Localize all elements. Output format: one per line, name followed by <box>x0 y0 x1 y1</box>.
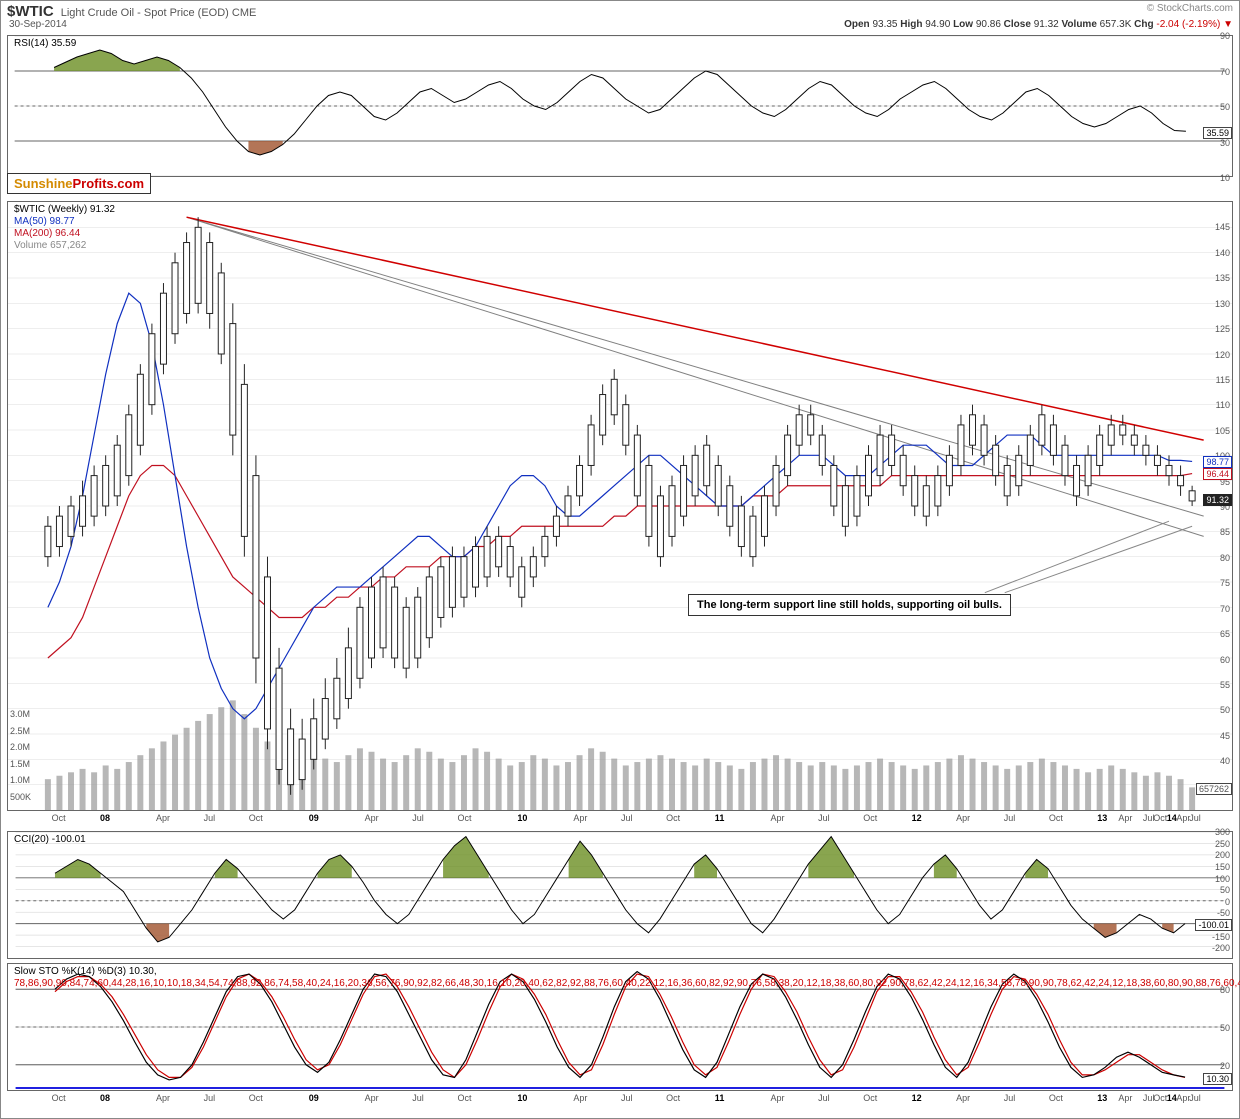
chart-frame: $WTIC Light Crude Oil - Spot Price (EOD)… <box>0 0 1240 1119</box>
sto-legend: Slow STO %K(14) %D(3) 10.30, 78,86,90,90… <box>14 966 1240 990</box>
cci-last-tag: -100.01 <box>1195 919 1232 931</box>
ma50-tag: 98.77 <box>1203 456 1232 468</box>
x-axis-main: Oct08AprJulOct09AprJulOct10AprJulOct11Ap… <box>7 813 1233 827</box>
vol-tag: 657262 <box>1196 783 1232 795</box>
close-tag: 91.32 <box>1203 494 1232 506</box>
quote-line: Open 93.35 High 94.90 Low 90.86 Close 91… <box>844 19 1233 30</box>
symbol: $WTIC <box>7 3 54 20</box>
rsi-last-tag: 35.59 <box>1203 127 1232 139</box>
rsi-legend: RSI(14) 35.59 <box>14 38 76 50</box>
x-axis-bottom: Oct08AprJulOct09AprJulOct10AprJulOct11Ap… <box>7 1093 1233 1107</box>
watermark: SunshineProfits.com <box>7 173 151 194</box>
cci-panel: CCI(20) -100.01 -200-150-100-50050100150… <box>7 831 1233 959</box>
source: © StockCharts.com <box>1147 3 1233 14</box>
cci-legend: CCI(20) -100.01 <box>14 834 86 846</box>
date: 30-Sep-2014 <box>9 19 67 30</box>
rsi-panel: RSI(14) 35.59 1030507090 35.59 <box>7 35 1233 177</box>
sto-last-tag: 10.30 <box>1203 1073 1232 1085</box>
header: $WTIC Light Crude Oil - Spot Price (EOD)… <box>7 3 1233 31</box>
price-panel: $WTIC (Weekly) 91.32 MA(50) 98.77 MA(200… <box>7 201 1233 811</box>
annotation: The long-term support line still holds, … <box>688 594 1011 616</box>
sto-panel: Slow STO %K(14) %D(3) 10.30, 78,86,90,90… <box>7 963 1233 1091</box>
ma200-tag: 96.44 <box>1203 468 1232 480</box>
symbol-desc: Light Crude Oil - Spot Price (EOD) CME <box>61 7 257 19</box>
